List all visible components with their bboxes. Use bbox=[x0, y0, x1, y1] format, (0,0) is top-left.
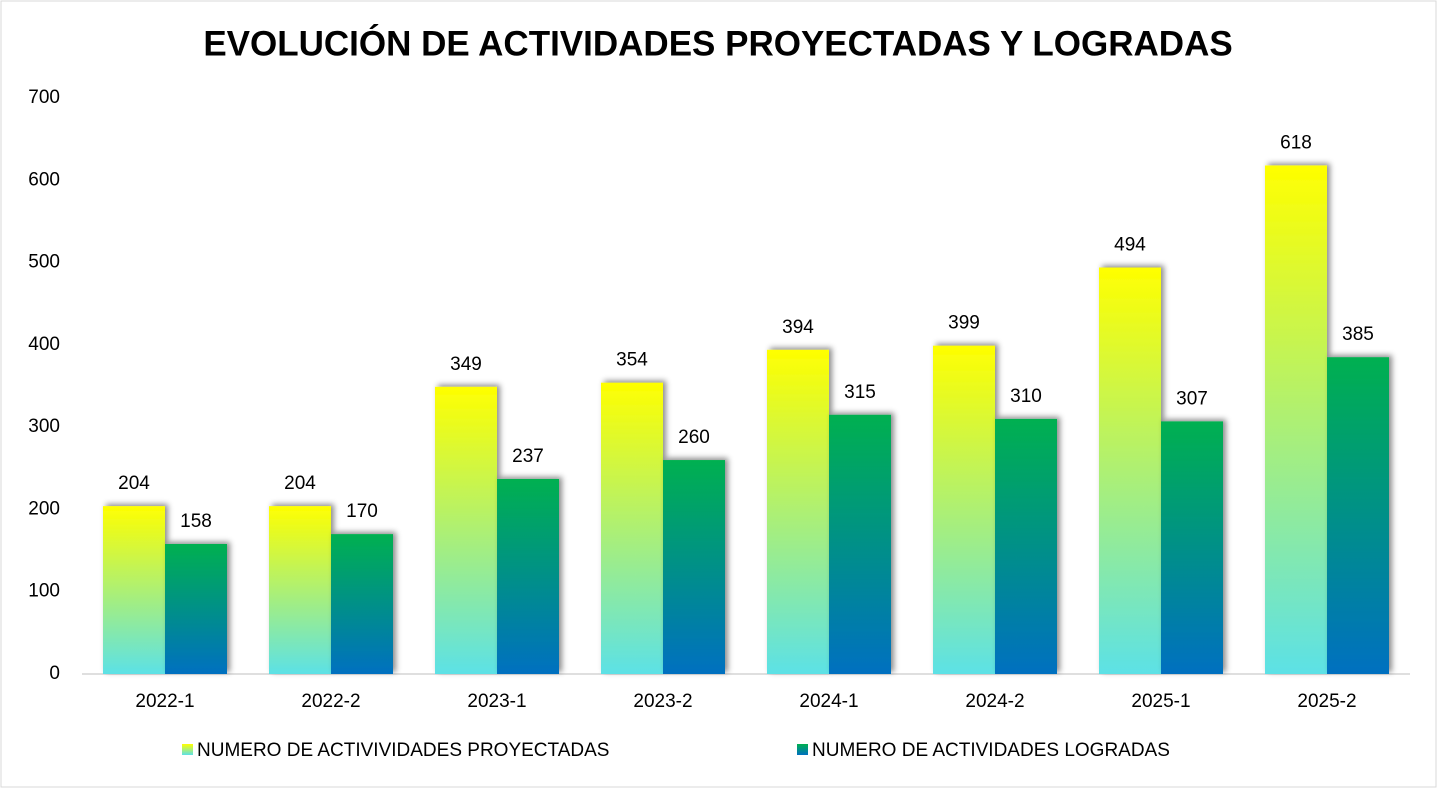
value-label: 494 bbox=[1114, 235, 1146, 256]
bar bbox=[1327, 357, 1389, 674]
value-label: 394 bbox=[782, 317, 814, 338]
x-tick-label: 2023-2 bbox=[633, 691, 692, 712]
value-label: 158 bbox=[180, 511, 212, 532]
value-label: 204 bbox=[118, 473, 150, 494]
legend-label: NUMERO DE ACTIVIDADES LOGRADAS bbox=[812, 740, 1170, 761]
bar bbox=[165, 543, 227, 674]
value-label: 349 bbox=[450, 354, 482, 375]
x-tick-label: 2022-2 bbox=[301, 691, 360, 712]
value-label: 307 bbox=[1176, 388, 1208, 409]
value-label: 315 bbox=[844, 382, 876, 403]
y-tick-label: 0 bbox=[49, 663, 60, 684]
bar bbox=[1099, 267, 1161, 674]
x-tick-label: 2025-1 bbox=[1131, 691, 1190, 712]
bar bbox=[331, 534, 393, 674]
legend-swatch bbox=[797, 744, 808, 755]
y-tick-label: 100 bbox=[28, 581, 60, 602]
value-label: 354 bbox=[616, 350, 648, 371]
legend-swatch bbox=[182, 744, 193, 755]
x-tick-label: 2024-2 bbox=[965, 691, 1024, 712]
bar bbox=[601, 382, 663, 674]
x-tick-label: 2023-1 bbox=[467, 691, 526, 712]
y-tick-label: 200 bbox=[28, 498, 60, 519]
bar bbox=[103, 506, 165, 674]
value-label: 204 bbox=[284, 473, 316, 494]
y-tick-label: 400 bbox=[28, 334, 60, 355]
bar bbox=[269, 506, 331, 674]
value-label: 260 bbox=[678, 427, 710, 448]
value-label: 399 bbox=[948, 313, 980, 334]
y-tick-label: 600 bbox=[28, 169, 60, 190]
value-label: 237 bbox=[512, 446, 544, 467]
bar bbox=[1265, 165, 1327, 674]
bar bbox=[1161, 421, 1223, 674]
value-label: 170 bbox=[346, 501, 378, 522]
y-tick-label: 500 bbox=[28, 252, 60, 273]
bar bbox=[829, 414, 891, 674]
bar bbox=[995, 418, 1057, 674]
value-label: 310 bbox=[1010, 386, 1042, 407]
x-tick-label: 2025-2 bbox=[1297, 691, 1356, 712]
bar bbox=[767, 349, 829, 674]
value-label: 618 bbox=[1280, 132, 1312, 153]
legend-label: NUMERO DE ACTIVIVIDADES PROYECTADAS bbox=[197, 740, 609, 761]
value-label: 385 bbox=[1342, 324, 1374, 345]
x-tick-label: 2022-1 bbox=[135, 691, 194, 712]
bar bbox=[933, 345, 995, 674]
y-tick-label: 700 bbox=[28, 87, 60, 108]
bar bbox=[497, 478, 559, 674]
bar bbox=[663, 460, 725, 674]
chart-title: EVOLUCIÓN DE ACTIVIDADES PROYECTADAS Y L… bbox=[203, 23, 1232, 63]
bar bbox=[435, 386, 497, 674]
y-tick-label: 300 bbox=[28, 416, 60, 437]
x-tick-label: 2024-1 bbox=[799, 691, 858, 712]
